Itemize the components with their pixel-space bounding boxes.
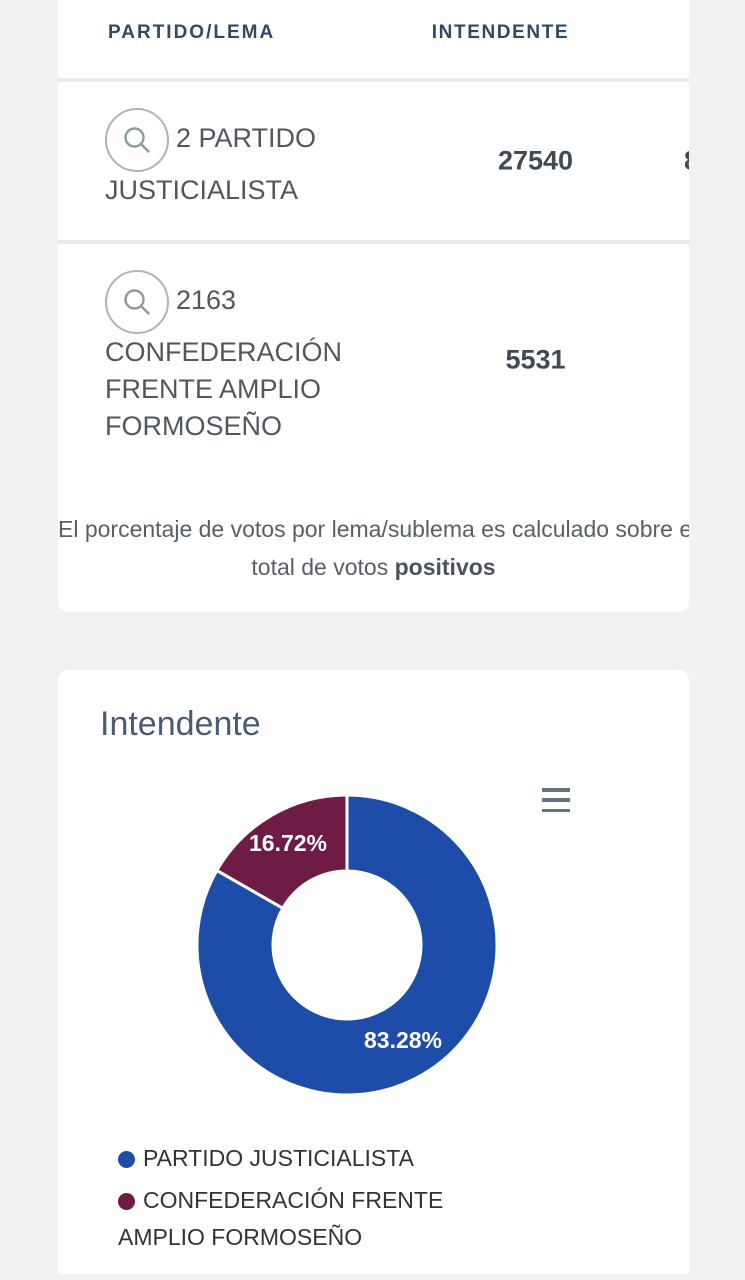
slice-percent-label: 16.72% <box>249 830 327 856</box>
slice-percent-label: 83.28% <box>364 1027 442 1053</box>
hamburger-icon <box>542 788 570 792</box>
legend-item-confederacion-frente-amplio[interactable]: CONFEDERACIÓN FRENTE AMPLIO FORMOSEÑO <box>118 1182 518 1256</box>
magnifier-icon <box>124 127 150 153</box>
results-table-card[interactable]: PARTIDO/LEMA INTENDENTE 2 PARTIDO JUSTIC… <box>58 0 689 612</box>
legend-label: PARTIDO JUSTICIALISTA <box>143 1145 414 1171</box>
hamburger-icon <box>542 808 570 812</box>
intendente-chart-card: Intendente 16.72% 83.28% PARTIDO JUSTICI… <box>58 670 689 1274</box>
divider <box>58 78 689 82</box>
clipped-next-column-value: 8 <box>684 146 689 177</box>
chart-menu-button[interactable] <box>542 788 570 812</box>
legend-dot-icon <box>118 1193 135 1210</box>
table-row: 2163 CONFEDERACIÓN FRENTE AMPLIO FORMOSE… <box>58 244 689 475</box>
party-name-label: 2 PARTIDO JUSTICIALISTA <box>105 123 317 205</box>
footnote-line2: total de votos positivos <box>251 554 496 580</box>
table-row: 2 PARTIDO JUSTICIALISTA 27540 8 <box>58 82 689 240</box>
hamburger-icon <box>542 798 570 802</box>
chart-legend: PARTIDO JUSTICIALISTA CONFEDERACIÓN FREN… <box>118 1140 518 1261</box>
table-header-row: PARTIDO/LEMA INTENDENTE <box>58 0 689 78</box>
column-header-intendente: INTENDENTE <box>431 22 570 43</box>
footnote-bold-word: positivos <box>394 554 496 580</box>
column-header-partido-lema: PARTIDO/LEMA <box>108 22 276 43</box>
intendente-votes-value: 27540 <box>497 145 574 176</box>
legend-label: CONFEDERACIÓN FRENTE AMPLIO FORMOSEÑO <box>118 1187 444 1250</box>
party-name-label: 2163 CONFEDERACIÓN FRENTE AMPLIO FORMOSE… <box>105 285 343 441</box>
party-name-cell: 2 PARTIDO JUSTICIALISTA <box>105 82 353 209</box>
slice-partido-justicialista[interactable] <box>195 793 499 1097</box>
chart-title: Intendente <box>100 705 261 743</box>
slice-confederacion-frente-amplio[interactable] <box>215 793 349 910</box>
footnote-line1: El porcentaje de votos por lema/sublema … <box>58 516 689 542</box>
party-name-cell: 2163 CONFEDERACIÓN FRENTE AMPLIO FORMOSE… <box>105 244 353 445</box>
zoom-party-button[interactable] <box>105 108 169 172</box>
divider <box>58 240 689 244</box>
intendente-votes-value: 5531 <box>505 344 566 374</box>
donut-chart: 16.72% 83.28% <box>195 793 499 1097</box>
legend-item-partido-justicialista[interactable]: PARTIDO JUSTICIALISTA <box>118 1140 518 1177</box>
zoom-party-button[interactable] <box>105 270 169 334</box>
table-footnote: El porcentaje de votos por lema/sublema … <box>58 475 689 612</box>
magnifier-icon <box>124 289 150 315</box>
legend-dot-icon <box>118 1151 135 1168</box>
